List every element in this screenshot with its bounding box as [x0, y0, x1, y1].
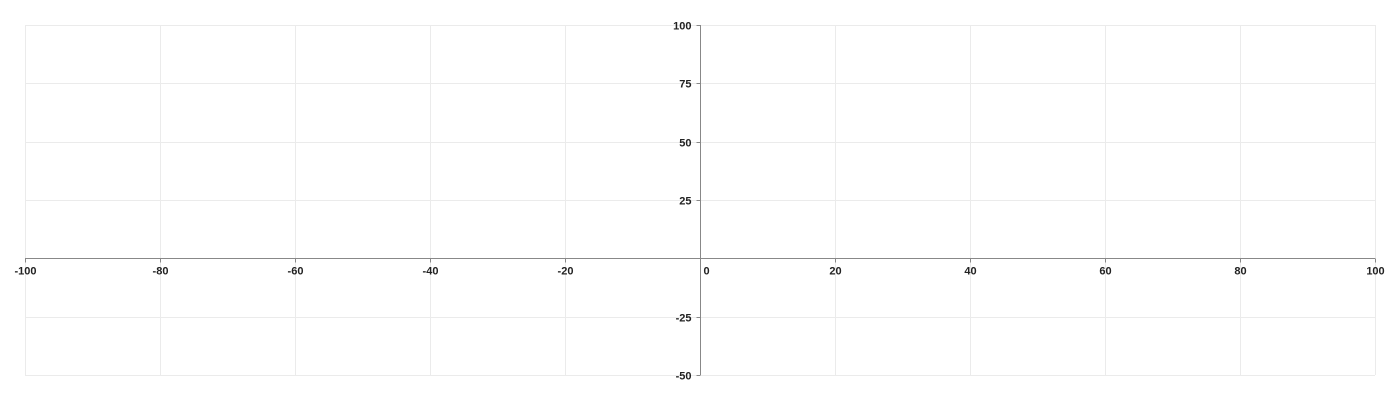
x-tick-label: 80 [1234, 266, 1246, 278]
y-tick-label: 100 [673, 21, 691, 33]
x-tick-label: 40 [964, 266, 976, 278]
x-tick-label: 20 [829, 266, 841, 278]
y-tick-label: 25 [679, 196, 691, 208]
x-tick-label: -80 [153, 266, 169, 278]
y-tick-label: -50 [676, 371, 692, 383]
x-tick-label: -20 [558, 266, 574, 278]
x-tick-label: -60 [288, 266, 304, 278]
x-tick-label: -100 [14, 266, 36, 278]
y-tick-label: 75 [679, 79, 691, 91]
y-axis-tick-labels: -50 -25 25 50 75 100 [673, 21, 691, 383]
x-tick-label: 60 [1099, 266, 1111, 278]
x-tick-label: -40 [423, 266, 439, 278]
y-tick-label: -25 [676, 313, 692, 325]
x-tick-label: 100 [1366, 266, 1384, 278]
y-tick-label: 50 [679, 138, 691, 150]
axes [25, 25, 1376, 376]
x-axis-tick-labels: -100 -80 -60 -40 -20 0 20 40 60 80 100 [14, 266, 1384, 278]
x-tick-label: 0 [704, 266, 710, 278]
